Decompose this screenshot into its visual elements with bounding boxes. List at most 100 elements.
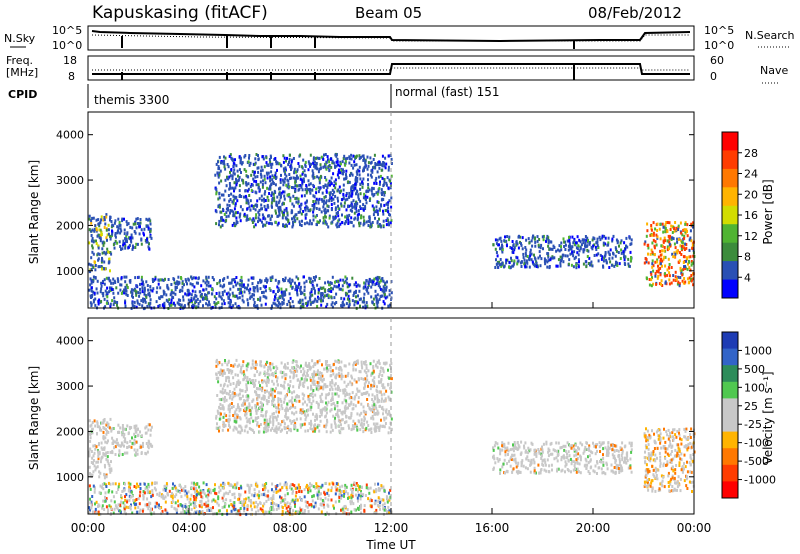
range-gate-cell <box>238 184 241 188</box>
range-gate-cell <box>142 280 144 284</box>
range-gate-cell <box>295 399 298 403</box>
range-gate-cell <box>253 179 256 183</box>
range-gate-cell <box>284 276 287 280</box>
range-gate-cell <box>242 360 245 364</box>
range-gate-cell <box>237 179 240 183</box>
range-gate-cell <box>289 165 292 169</box>
range-gate-cell <box>235 283 238 287</box>
range-gate-cell <box>105 301 108 305</box>
range-gate-cell <box>298 220 301 224</box>
range-gate-cell <box>571 235 574 239</box>
range-gate-cell <box>255 153 258 156</box>
range-gate-cell <box>121 247 124 251</box>
range-gate-cell <box>270 428 272 432</box>
range-gate-cell <box>288 160 290 164</box>
range-gate-cell <box>587 262 590 265</box>
range-gate-cell <box>219 295 222 299</box>
range-gate-cell <box>325 411 328 415</box>
range-gate-cell <box>319 375 322 379</box>
range-gate-cell <box>271 501 274 505</box>
range-gate-cell <box>105 215 108 219</box>
range-gate-cell <box>318 277 321 280</box>
range-gate-cell <box>108 290 111 294</box>
range-gate-cell <box>316 380 319 384</box>
range-gate-cell <box>252 382 254 385</box>
range-gate-cell <box>381 176 384 180</box>
range-gate-cell <box>141 434 143 438</box>
range-gate-cell <box>364 392 367 395</box>
range-gate-cell <box>281 293 284 297</box>
range-gate-cell <box>286 193 289 197</box>
range-gate-cell <box>293 398 296 402</box>
range-gate-cell <box>288 173 291 176</box>
range-gate-cell <box>106 291 108 295</box>
range-gate-cell <box>538 238 541 241</box>
range-gate-cell <box>301 178 304 182</box>
range-gate-cell <box>382 399 385 403</box>
range-gate-cell <box>600 257 603 261</box>
range-gate-cell <box>259 401 262 405</box>
range-gate-cell <box>659 266 662 270</box>
range-gate-cell <box>569 247 572 251</box>
range-gate-cell <box>363 300 366 304</box>
range-gate-cell <box>564 243 567 247</box>
range-gate-cell <box>92 252 95 256</box>
range-gate-cell <box>136 434 139 438</box>
range-gate-cell <box>661 249 664 253</box>
range-gate-cell <box>378 297 381 301</box>
range-gate-cell <box>96 291 99 295</box>
range-gate-cell <box>88 217 91 221</box>
range-gate-cell <box>630 256 632 259</box>
range-gate-cell <box>330 157 333 161</box>
range-gate-cell <box>206 303 209 307</box>
range-gate-cell <box>103 297 106 301</box>
range-gate-cell <box>367 183 370 186</box>
range-gate-cell <box>336 225 339 229</box>
range-gate-cell <box>312 285 315 289</box>
range-gate-cell <box>285 207 288 211</box>
range-gate-cell <box>193 481 196 485</box>
range-gate-cell <box>195 300 198 304</box>
range-gate-cell <box>328 168 331 172</box>
range-gate-cell <box>515 243 518 247</box>
range-gate-cell <box>376 302 379 306</box>
range-gate-cell <box>262 414 264 418</box>
range-gate-cell <box>102 294 105 298</box>
range-gate-cell <box>588 241 591 244</box>
range-gate-cell <box>366 155 369 159</box>
range-gate-cell <box>109 218 111 222</box>
range-gate-cell <box>116 225 119 229</box>
range-gate-cell <box>295 498 298 502</box>
range-gate-cell <box>103 218 106 222</box>
range-gate-cell <box>88 214 91 218</box>
range-gate-cell <box>245 201 248 205</box>
range-gate-cell <box>202 279 205 283</box>
range-gate-cell <box>268 373 271 377</box>
range-gate-cell <box>264 302 267 306</box>
range-gate-cell <box>272 505 275 509</box>
range-gate-cell <box>206 279 209 283</box>
range-gate-cell <box>512 243 515 247</box>
range-gate-cell <box>348 392 351 396</box>
range-gate-cell <box>318 423 321 427</box>
range-gate-cell <box>300 194 303 198</box>
range-gate-cell <box>318 207 321 211</box>
range-gate-cell <box>90 473 93 477</box>
beam-title: Beam 05 <box>355 4 422 22</box>
range-gate-cell <box>690 239 693 243</box>
range-gate-cell <box>228 396 231 400</box>
range-gate-cell <box>307 300 310 304</box>
range-gate-cell <box>135 290 138 294</box>
range-gate-cell <box>282 223 285 227</box>
range-gate-cell <box>367 384 369 388</box>
range-gate-cell <box>90 256 93 260</box>
range-gate-cell <box>190 275 193 279</box>
range-gate-cell <box>291 411 294 415</box>
range-gate-cell <box>258 490 261 494</box>
range-gate-cell <box>655 260 658 264</box>
range-gate-cell <box>597 259 600 263</box>
range-gate-cell <box>255 416 258 420</box>
range-gate-cell <box>183 283 185 287</box>
range-gate-cell <box>369 197 372 201</box>
range-gate-cell <box>242 181 245 185</box>
